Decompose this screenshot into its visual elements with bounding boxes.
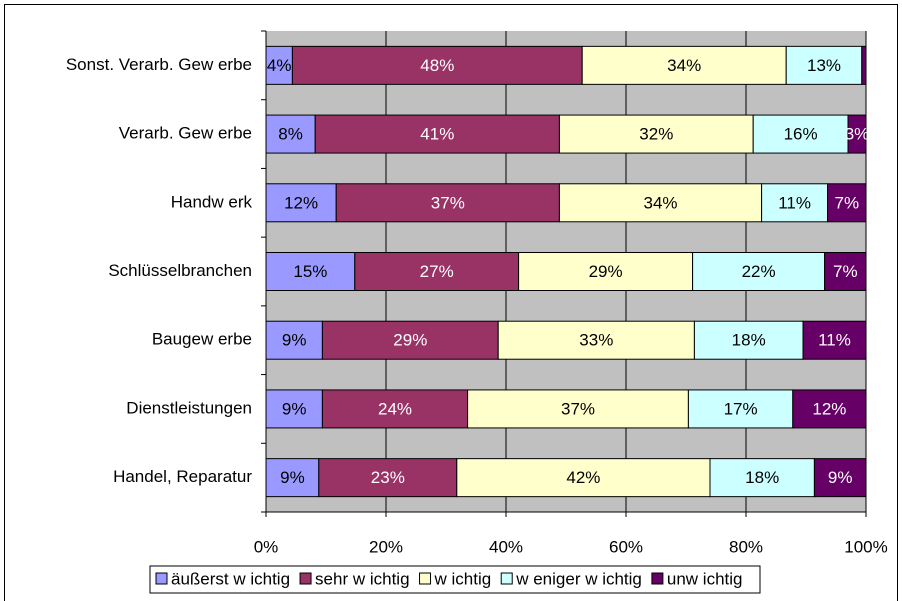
bar-segment xyxy=(752,114,849,154)
x-tick-label: 100% xyxy=(844,537,887,556)
data-label: 34% xyxy=(643,193,677,212)
bar-segment xyxy=(497,320,695,360)
y-tick-label: Sonst. Verarb. Gew erbe xyxy=(66,55,252,74)
data-label: 11% xyxy=(778,193,811,212)
data-label: 17% xyxy=(724,399,758,418)
data-label: 27% xyxy=(420,262,454,281)
legend-swatch xyxy=(651,572,664,585)
bar-segment xyxy=(265,389,323,429)
legend-label: w ichtig xyxy=(434,569,492,588)
x-tick-label: 80% xyxy=(729,537,763,556)
data-label: 33% xyxy=(579,331,613,350)
bar-segment xyxy=(291,45,583,85)
y-tick-label: Dienstleistungen xyxy=(126,398,252,417)
data-label: 9% xyxy=(282,399,307,418)
x-tick-label: 60% xyxy=(609,537,643,556)
data-label: 12% xyxy=(284,193,318,212)
bar-segment xyxy=(265,458,320,498)
bar-segment xyxy=(687,389,794,429)
x-tick-label: 40% xyxy=(489,537,523,556)
data-label: 32% xyxy=(639,125,673,144)
data-label: 23% xyxy=(371,468,405,487)
bar-segment xyxy=(456,458,711,498)
legend-swatch xyxy=(419,572,432,585)
y-tick-label: Handel, Reparatur xyxy=(113,467,252,486)
bar-segment xyxy=(558,183,763,223)
bar-segment xyxy=(802,320,867,360)
data-label: 3% xyxy=(845,125,870,144)
bar-segment xyxy=(558,114,754,154)
data-label: 18% xyxy=(745,468,779,487)
bar-segment xyxy=(354,252,520,291)
data-label: 34% xyxy=(667,56,701,75)
legend-label: w eniger w ichtig xyxy=(515,569,642,588)
data-label: 7% xyxy=(833,262,858,281)
data-label: 9% xyxy=(828,468,853,487)
legend-swatch xyxy=(155,572,168,585)
bar-segment xyxy=(321,320,499,360)
y-tick-label: Schlüsselbranchen xyxy=(108,261,252,280)
data-label: 12% xyxy=(812,399,846,418)
bar-segment xyxy=(827,183,867,223)
data-label: 11% xyxy=(818,331,851,350)
data-label: 16% xyxy=(784,125,818,144)
data-label: 7% xyxy=(835,193,860,212)
x-tick-label: 0% xyxy=(254,537,279,556)
bar-segment xyxy=(785,45,863,85)
bar-segment xyxy=(692,252,826,291)
data-label: 4% xyxy=(267,56,292,75)
bar-segment xyxy=(318,458,458,498)
data-label: 13% xyxy=(807,56,841,75)
legend-label: unw ichtig xyxy=(667,569,743,588)
legend-swatch xyxy=(299,572,312,585)
bar-segment xyxy=(693,320,804,360)
data-label: 29% xyxy=(393,331,427,350)
legend-label: äußerst w ichtig xyxy=(171,569,290,588)
y-tick-label: Handw erk xyxy=(171,192,253,211)
data-label: 37% xyxy=(431,193,465,212)
x-tick-label: 20% xyxy=(369,537,403,556)
data-label: 37% xyxy=(561,399,595,418)
bar-segment xyxy=(321,389,469,429)
bar-segment xyxy=(847,114,867,154)
data-label: 48% xyxy=(420,56,454,75)
bar-segment xyxy=(581,45,787,85)
bar-segment xyxy=(709,458,815,498)
data-label: 18% xyxy=(732,331,766,350)
data-label: 8% xyxy=(278,125,303,144)
data-label: 29% xyxy=(589,262,623,281)
legend-swatch xyxy=(500,572,513,585)
data-label: 22% xyxy=(742,262,776,281)
data-label: 9% xyxy=(280,468,305,487)
bar-segment xyxy=(792,389,867,429)
bar-segment xyxy=(265,114,316,154)
bar-segment xyxy=(813,458,867,498)
bar-segment xyxy=(861,45,867,85)
y-tick-label: Verarb. Gew erbe xyxy=(119,124,252,143)
legend-label: sehr w ichtig xyxy=(315,569,409,588)
bar-segment xyxy=(467,389,689,429)
bar-segment xyxy=(761,183,829,223)
data-label: 41% xyxy=(420,125,454,144)
bar-segment xyxy=(314,114,560,154)
bar-segment xyxy=(824,252,867,291)
data-label: 9% xyxy=(282,331,307,350)
data-label: 24% xyxy=(378,399,412,418)
data-label: 42% xyxy=(566,468,600,487)
y-tick-label: Baugew erbe xyxy=(152,330,252,349)
data-label: 15% xyxy=(293,262,327,281)
